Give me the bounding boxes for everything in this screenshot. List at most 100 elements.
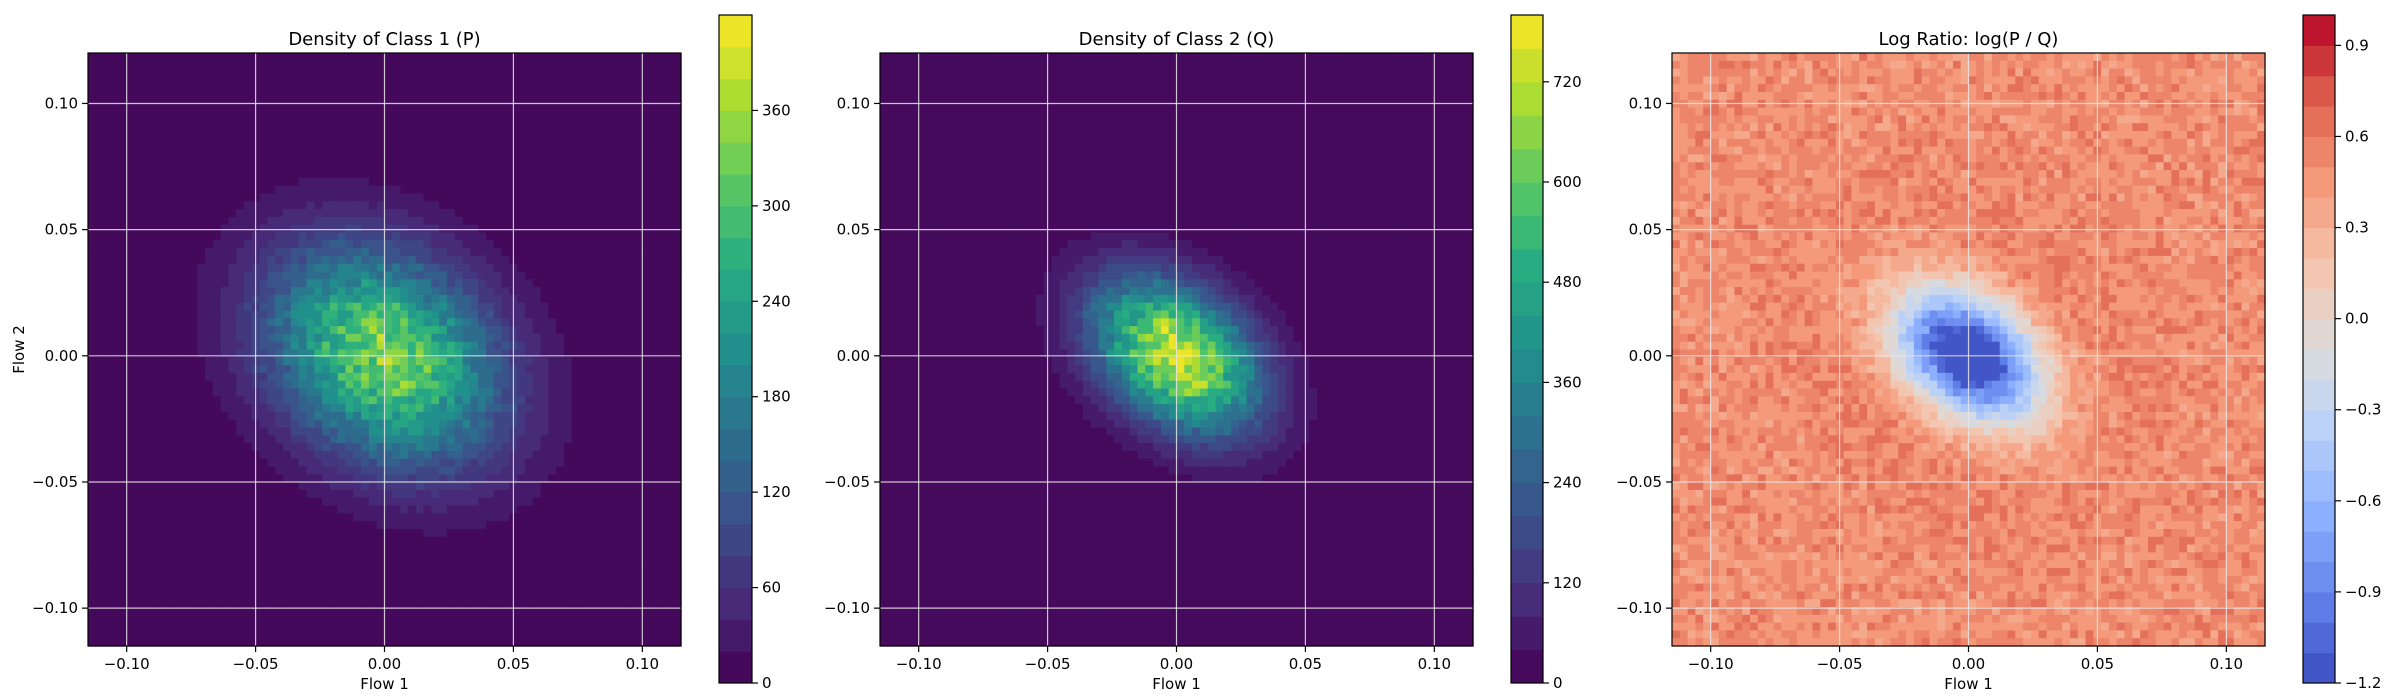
heatmap-cell — [95, 232, 105, 241]
heatmap-cell — [142, 560, 152, 569]
heatmap-cell — [384, 372, 393, 382]
heatmap-cell — [478, 365, 487, 374]
heatmap-cell — [400, 606, 409, 616]
heatmap-cell — [446, 638, 456, 647]
heatmap-cell — [189, 302, 198, 312]
heatmap-cell — [454, 365, 464, 374]
heatmap-cell — [501, 115, 510, 124]
heatmap-cell — [556, 302, 565, 312]
heatmap-cell — [259, 310, 269, 319]
heatmap-cell — [244, 115, 253, 124]
heatmap-cell — [88, 271, 97, 280]
heatmap-cell — [595, 372, 604, 382]
heatmap-cell — [95, 536, 105, 546]
heatmap-cell — [392, 458, 401, 468]
heatmap-cell — [587, 357, 596, 366]
heatmap-cell — [329, 232, 339, 241]
heatmap-cell — [540, 599, 549, 608]
heatmap-cell — [173, 630, 183, 639]
heatmap-cell — [361, 279, 370, 288]
heatmap-cell — [376, 349, 386, 358]
heatmap-cell — [329, 567, 339, 577]
heatmap-cell — [361, 84, 370, 93]
heatmap-cell — [88, 482, 97, 491]
heatmap-cell — [524, 513, 534, 522]
heatmap-cell — [423, 474, 432, 483]
heatmap-cell — [158, 599, 167, 608]
heatmap-cell — [142, 232, 152, 241]
heatmap-cell — [259, 216, 269, 226]
heatmap-cell — [431, 419, 440, 429]
heatmap-cell — [540, 84, 549, 93]
heatmap-cell — [431, 138, 440, 148]
heatmap-cell — [540, 560, 549, 569]
heatmap-cell — [275, 107, 284, 117]
heatmap-cell — [587, 154, 596, 163]
heatmap-cell — [368, 92, 378, 101]
heatmap-cell — [111, 84, 120, 93]
heatmap-cell — [95, 326, 105, 335]
heatmap-cell — [595, 76, 604, 85]
heatmap-cell — [407, 357, 417, 366]
heatmap-cell — [158, 326, 167, 335]
heatmap-cell — [361, 560, 370, 569]
heatmap-cell — [298, 396, 308, 405]
heatmap-cell — [493, 388, 503, 397]
heatmap-cell — [212, 232, 222, 241]
heatmap-cell — [314, 216, 323, 226]
heatmap-cell — [306, 193, 315, 202]
heatmap-cell — [322, 232, 331, 241]
heatmap-cell — [119, 287, 128, 296]
heatmap-cell — [189, 513, 198, 522]
heatmap-cell — [267, 162, 276, 171]
heatmap-cell — [501, 107, 510, 117]
heatmap-cell — [563, 404, 573, 413]
heatmap-cell — [88, 318, 97, 327]
heatmap-cell — [571, 450, 581, 460]
heatmap-cell — [173, 123, 183, 132]
heatmap-cell — [493, 427, 503, 436]
heatmap-cell — [501, 497, 510, 507]
heatmap-cell — [517, 349, 526, 358]
heatmap-cell — [563, 614, 573, 624]
heatmap-cell — [446, 396, 456, 405]
heatmap-cell — [88, 583, 97, 592]
heatmap-cell — [563, 216, 573, 226]
heatmap-cell — [212, 240, 222, 249]
heatmap-cell — [298, 599, 308, 608]
heatmap-cell — [228, 638, 237, 647]
heatmap-cell — [376, 622, 386, 631]
heatmap-cell — [400, 599, 409, 608]
heatmap-cell — [181, 435, 191, 444]
heatmap-cell — [244, 505, 253, 514]
heatmap-cell — [556, 123, 565, 132]
heatmap-cell — [181, 107, 191, 117]
heatmap-cell — [95, 544, 105, 553]
heatmap-cell — [376, 396, 386, 405]
heatmap-cell — [579, 115, 588, 124]
heatmap-cell — [189, 427, 198, 436]
heatmap-cell — [329, 271, 339, 280]
heatmap-cell — [298, 411, 308, 421]
heatmap-cell — [501, 131, 510, 140]
heatmap-cell — [470, 599, 479, 608]
heatmap-cell — [119, 341, 128, 351]
heatmap-cell — [259, 575, 269, 585]
heatmap-cell — [111, 560, 120, 569]
heatmap-cell — [173, 68, 183, 78]
heatmap-cell — [446, 419, 456, 429]
heatmap-cell — [392, 427, 401, 436]
heatmap-cell — [462, 630, 471, 639]
heatmap-cell — [446, 458, 456, 468]
heatmap-cell — [150, 248, 159, 257]
heatmap-cell — [267, 115, 276, 124]
heatmap-cell — [150, 68, 159, 78]
heatmap-cell — [485, 521, 495, 530]
heatmap-cell — [158, 154, 167, 163]
heatmap-cell — [454, 435, 464, 444]
heatmap-cell — [446, 560, 456, 569]
heatmap-cell — [298, 388, 308, 397]
heatmap-cell — [134, 505, 144, 514]
heatmap-cell — [595, 349, 604, 358]
heatmap-cell — [478, 505, 487, 514]
